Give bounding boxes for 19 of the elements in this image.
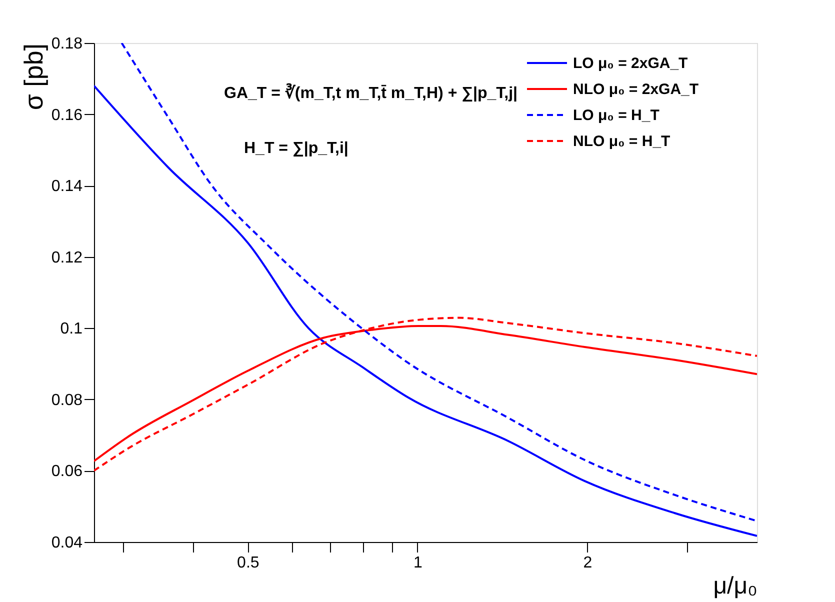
annotation: GA_T = ∛(m_T,t m_T,t̄ m_T,H) + ∑|p_T,j| xyxy=(224,82,518,102)
y-tick-label: 0.06 xyxy=(51,463,83,480)
y-tick-label: 0.1 xyxy=(60,320,83,338)
x-axis-title: μ/μ₀ xyxy=(713,572,758,600)
y-tick-label: 0.18 xyxy=(51,36,83,52)
x-tick-label: 0.5 xyxy=(237,554,260,572)
legend-label: LO μ₀ = 2xGA_T xyxy=(573,55,688,72)
annotation: H_T = ∑|p_T,i| xyxy=(244,140,348,157)
x-tick-label: 2 xyxy=(583,554,592,572)
y-axis-title: σ [pb] xyxy=(18,44,48,110)
y-tick-label: 0.04 xyxy=(51,534,83,552)
legend-label: LO μ₀ = H_T xyxy=(573,107,660,124)
legend-label: NLO μ₀ = 2xGA_T xyxy=(573,81,699,98)
y-tick-label: 0.14 xyxy=(51,178,83,196)
y-tick-label: 0.12 xyxy=(51,249,83,266)
y-tick-label: 0.08 xyxy=(51,392,83,409)
y-tick-label: 0.16 xyxy=(51,106,83,124)
x-tick-label: 1 xyxy=(413,554,422,572)
legend-label: NLO μ₀ = H_T xyxy=(573,133,670,150)
